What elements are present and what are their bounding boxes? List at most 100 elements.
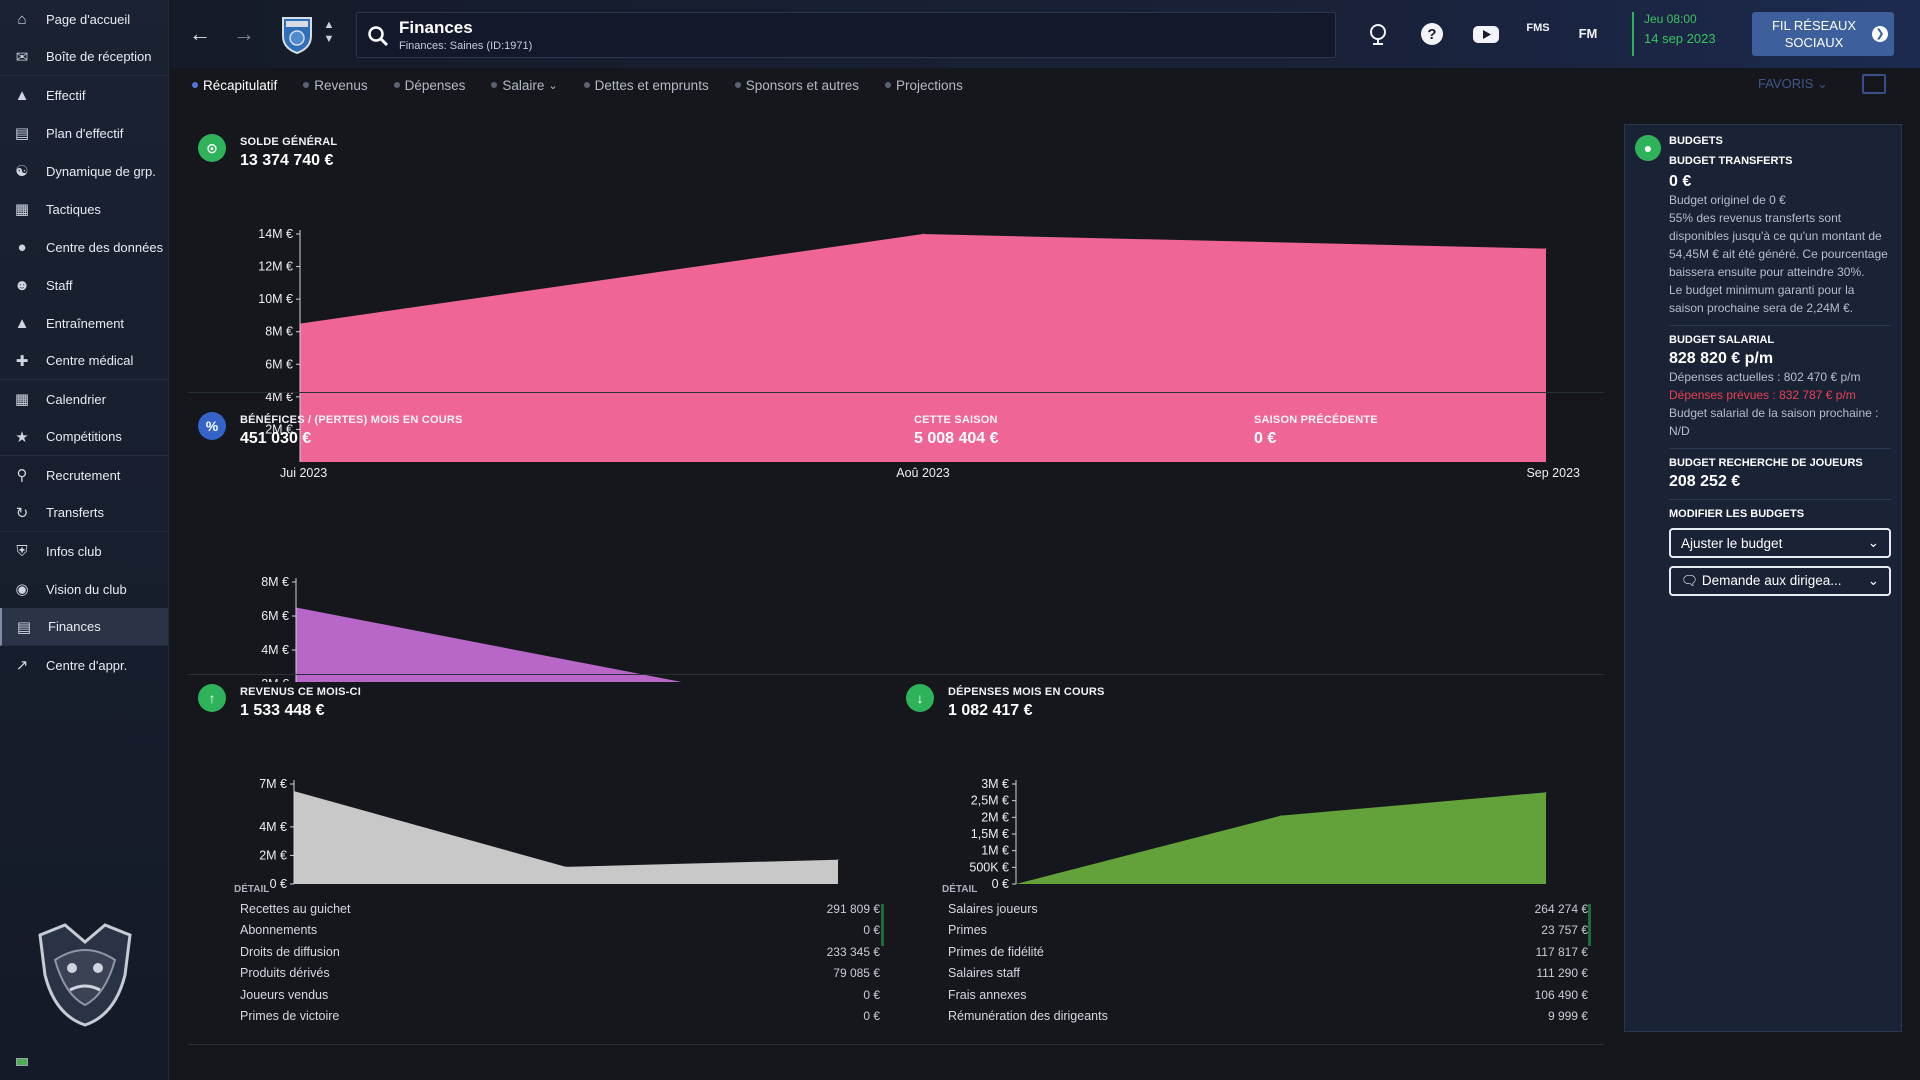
sidebar-item[interactable]: ▲ Effectif xyxy=(0,76,168,114)
page-title: Finances xyxy=(399,18,473,37)
social-feed-label: FIL RÉSEAUX SOCIAUX xyxy=(1771,18,1857,50)
sidebar-item[interactable]: ✚ Centre médical xyxy=(0,342,168,380)
sidebar-item-label: Centre médical xyxy=(46,353,134,368)
expense-chart[interactable]: 3M €2,5M €2M €1,5M €1M €500K €0 €Jui 202… xyxy=(888,722,1604,892)
sidebar-item-label: Plan d'effectif xyxy=(46,125,124,141)
tab[interactable]: Sponsors et autres xyxy=(734,77,860,93)
salary-budget-title: BUDGET SALARIAL xyxy=(1669,334,1775,346)
y-tick-label: 2M € xyxy=(981,810,1009,824)
season-value: 5 008 404 € xyxy=(914,430,999,447)
sidebar-item[interactable]: ↗ Centre d'appr. xyxy=(0,646,168,684)
globe-icon[interactable] xyxy=(1366,22,1390,46)
sidebar-item[interactable]: ✉ Boîte de réception xyxy=(0,38,168,76)
income-value: 1 533 448 € xyxy=(240,702,325,719)
data-point xyxy=(565,866,567,868)
detail-row-label: Produits dérivés xyxy=(240,966,330,981)
tab[interactable]: Dettes et emprunts xyxy=(583,77,709,93)
detail-row: Primes de fidélité 117 817 € xyxy=(948,945,1588,965)
sidebar-item-label: Infos club xyxy=(46,543,102,559)
social-feed-button[interactable]: FIL RÉSEAUX SOCIAUX ❯ xyxy=(1752,12,1894,56)
x-tick-label: Sep 2023 xyxy=(1526,466,1580,480)
detail-row-label: Droits de diffusion xyxy=(240,944,340,959)
sidebar-item[interactable]: ◉ Vision du club xyxy=(0,570,168,608)
y-tick-label: 2M € xyxy=(259,848,287,862)
youtube-icon[interactable] xyxy=(1472,22,1500,46)
game-datetime[interactable]: Jeu 08:00 14 sep 2023 xyxy=(1632,12,1742,56)
top-bar: ← → ▲ ▼ Finances Finances: Saines (ID:197… xyxy=(170,0,1920,68)
fms-icon[interactable]: FMS xyxy=(1526,22,1550,34)
tab[interactable]: Projections xyxy=(885,78,963,93)
sidebar: ⌂ Page d'accueil ✉ Boîte de réception ▲ Effec… xyxy=(0,0,169,1080)
forward-arrow-icon[interactable]: → xyxy=(233,21,255,46)
tab[interactable]: Revenus xyxy=(303,78,368,93)
chart-area xyxy=(1016,792,1546,884)
budgets-content: BUDGETS BUDGET TRANSFERTS 0 € Budget ori… xyxy=(1669,135,1891,596)
search-bar[interactable]: Finances Finances: Saines (ID:1971) xyxy=(356,12,1336,58)
sidebar-item[interactable]: ☻ Staff xyxy=(0,266,168,304)
sidebar-item[interactable]: ⌂ Page d'accueil xyxy=(0,0,168,38)
detail-row: Droits de diffusion 233 345 € xyxy=(240,945,880,965)
shirt-icon: ▲ xyxy=(14,86,30,104)
adjust-budget-dropdown[interactable]: Ajuster le budget ⌄ xyxy=(1669,528,1891,558)
detail-row-label: Salaires staff xyxy=(948,966,1021,981)
y-tick-label: 4M € xyxy=(259,820,287,834)
balance-chart[interactable]: 14M € 12M € 10M € 8M € 6M € 4M € 2M € Jui 2023 A… xyxy=(188,172,1604,492)
y-tick-label: 6M € xyxy=(265,357,293,371)
sidebar-item[interactable]: ▦ Tactiques xyxy=(0,190,168,228)
sidebar-item-label: Compétitions xyxy=(46,429,122,444)
profit-loss-icon: % xyxy=(198,412,226,440)
y-tick-label: 8M € xyxy=(265,325,293,339)
sidebar-item[interactable]: ▤ Plan d'effectif xyxy=(0,114,168,152)
sidebar-item[interactable]: ▲ Entraînement xyxy=(0,304,168,342)
sidebar-item[interactable]: ▦ Calendrier xyxy=(0,380,168,418)
transfers-icon: ↻ xyxy=(15,504,29,522)
clipboard-icon: ▤ xyxy=(14,125,30,142)
sidebar-item[interactable]: ☯ Dynamique de grp. xyxy=(0,152,168,190)
detail-row-value: 23 757 € xyxy=(1541,923,1588,938)
detail-row: Primes de victoire 0 € xyxy=(240,1009,880,1029)
y-tick-label: 2M € xyxy=(261,677,289,682)
back-arrow-icon[interactable]: ← xyxy=(189,21,211,46)
tab[interactable]: Récapitulatif xyxy=(192,78,277,93)
learning-icon: ↗ xyxy=(15,657,29,674)
tab[interactable]: Dépenses xyxy=(393,78,465,93)
detail-row-label: Recettes au guichet xyxy=(240,902,351,916)
chevron-down-icon: ⌄ xyxy=(548,79,558,92)
sidebar-item[interactable]: ⛨ Infos club xyxy=(0,532,168,570)
divider xyxy=(188,674,1604,675)
fm-icon[interactable]: FM xyxy=(1578,26,1598,41)
detail-row-value: 117 817 € xyxy=(1535,944,1589,959)
chevron-down-icon: ⌄ xyxy=(1867,535,1879,550)
sidebar-item-label: Recrutement xyxy=(46,467,121,483)
tab[interactable]: Salaire ⌄ xyxy=(491,77,558,93)
expense-detail-label: DÉTAIL xyxy=(942,884,978,895)
balance-value: 13 374 740 € xyxy=(240,152,334,169)
detail-row: Recettes au guichet 291 809 € xyxy=(240,902,880,922)
detail-row-value: 111 290 € xyxy=(1536,966,1588,981)
screen-icon[interactable] xyxy=(1862,74,1886,94)
sidebar-item[interactable]: ▤ Finances xyxy=(0,608,168,646)
tab-label: Dettes et emprunts xyxy=(594,77,709,93)
data-point xyxy=(837,859,839,861)
club-switch-chevrons-icon[interactable]: ▲ ▼ xyxy=(323,19,335,45)
sidebar-item[interactable]: ↻ Transferts xyxy=(0,494,168,532)
detail-row-value: 0 € xyxy=(863,1009,880,1023)
board-request-dropdown[interactable]: 🗨 Demande aux dirigea... ⌄ xyxy=(1669,566,1891,596)
y-tick-label: 0 € xyxy=(992,877,1009,891)
help-icon[interactable]: ? xyxy=(1420,22,1444,46)
sidebar-item-label: Tactiques xyxy=(46,201,101,217)
sidebar-item-label: Staff xyxy=(46,277,73,293)
sidebar-item[interactable]: ⚲ Recrutement xyxy=(0,456,168,494)
favorites-dropdown[interactable]: FAVORIS ⌄ xyxy=(1758,76,1828,91)
tab-label: Salaire xyxy=(502,77,545,93)
sidebar-item-label: Calendrier xyxy=(46,391,106,407)
tab-dot xyxy=(303,82,310,88)
sidebar-item[interactable]: ★ Compétitions xyxy=(0,418,168,456)
tab-label: Sponsors et autres xyxy=(745,77,860,93)
sidebar-item[interactable]: ● Centre des données xyxy=(0,228,168,266)
club-info-icon: ⛨ xyxy=(16,542,28,560)
club-crest-icon[interactable] xyxy=(280,14,314,54)
x-tick-label: Aoû 2023 xyxy=(896,466,950,480)
